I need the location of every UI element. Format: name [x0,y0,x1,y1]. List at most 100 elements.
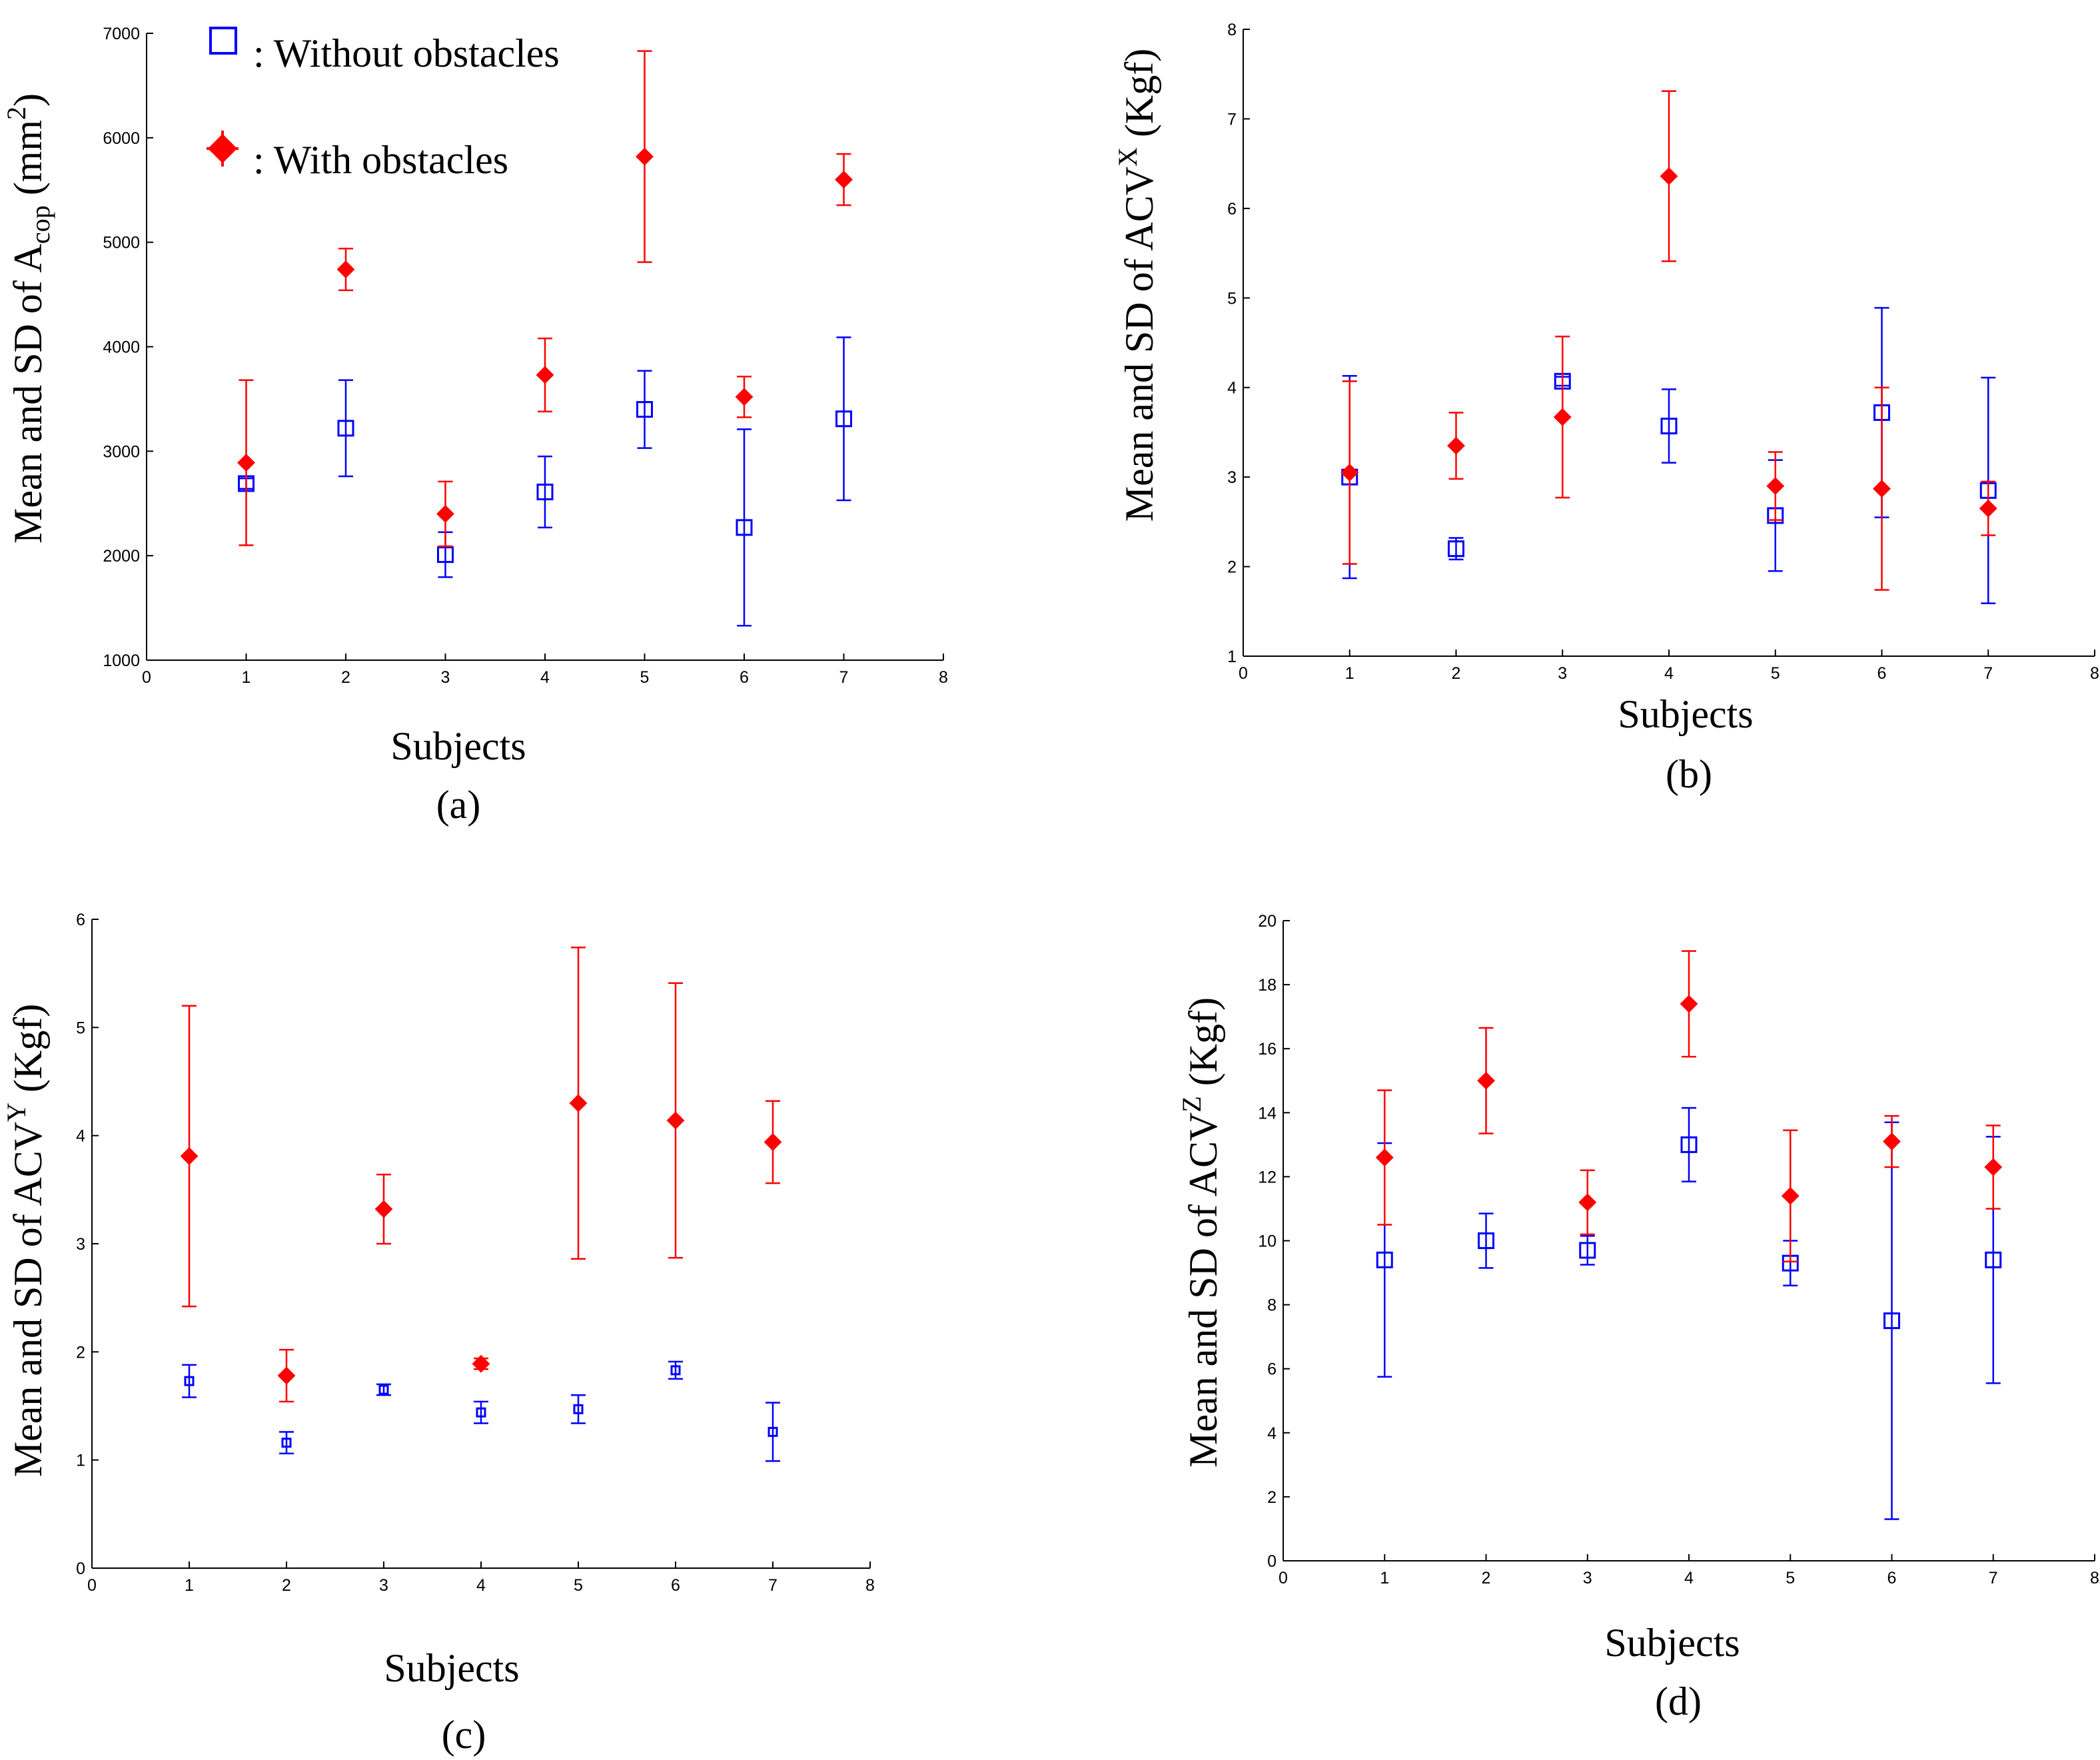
data-point-without-a [536,483,554,500]
data-point-with-d [1375,1148,1394,1166]
x-axis-label-c: Subjects [384,1646,519,1690]
data-point-with-c [666,1111,685,1130]
y-tick-label-b: 7 [1227,110,1237,129]
data-point-with-d [1781,1186,1800,1205]
y-tick-label-d: 8 [1267,1296,1277,1315]
x-tick-label-c: 4 [476,1576,486,1595]
x-tick-label-d: 5 [1786,1569,1795,1587]
x-tick-label-a: 4 [540,668,550,687]
x-tick-label-c: 7 [768,1576,778,1595]
y-tick-label-b: 5 [1227,289,1237,308]
x-tick-label-d: 0 [1279,1569,1288,1587]
legend-diamond-marker [207,131,239,167]
x-tick-label-b: 4 [1664,664,1674,683]
data-point-without-c [476,1407,486,1418]
plot-area-a: 0 1 2 3 4 5 6 7 8 1000 2000 3000 4000 5000 6000 7000 [103,25,948,687]
data-point-without-a [337,420,354,437]
data-point-with-d [1477,1071,1495,1090]
x-tick-label-a: 8 [939,668,948,687]
caption-a: (a) [436,783,481,827]
x-tick-label-b: 1 [1345,664,1354,683]
y-tick-label-b: 3 [1227,468,1237,487]
y-tick-label-b: 1 [1227,648,1237,666]
data-point-without-d [1680,1136,1698,1153]
data-point-without-d [1376,1251,1393,1268]
data-point-with-c [180,1147,199,1165]
data-point-without-a [835,410,852,428]
data-point-with-b [1340,464,1359,482]
x-tick-label-a: 6 [740,668,749,687]
data-point-with-a [336,260,355,278]
data-point-without-c [378,1384,389,1395]
y-tick-label-d: 14 [1258,1104,1277,1122]
y-tick-label-a: 4000 [103,338,140,357]
y-axis-label-a: Mean and SD of Acop (mm2) [1,93,55,544]
x-tick-label-d: 1 [1380,1569,1389,1587]
data-point-with-c [472,1354,490,1373]
y-tick-label-d: 12 [1258,1168,1277,1186]
y-tick-label-d: 10 [1258,1232,1277,1251]
y-tick-label-c: 4 [76,1127,85,1146]
data-point-with-b [1979,499,1997,518]
y-tick-label-c: 1 [76,1452,85,1470]
data-point-with-d [1984,1158,2003,1176]
x-tick-label-c: 2 [282,1576,291,1595]
data-point-without-d [1579,1242,1596,1259]
y-tick-label-b: 4 [1227,379,1237,398]
data-point-without-d [1478,1232,1494,1249]
x-tick-label-a: 0 [142,668,151,687]
data-point-with-d [1578,1193,1597,1212]
data-point-without-a [437,546,454,564]
x-tick-label-d: 6 [1887,1569,1897,1587]
y-tick-label-d: 16 [1258,1040,1277,1059]
y-axis-label-d: Mean and SD of ACVZ (Kgf) [1177,997,1225,1468]
data-point-with-b [1447,436,1465,455]
data-point-with-c [374,1200,393,1218]
data-point-without-d [1883,1312,1900,1330]
legend-without-label: : Without obstacles [253,31,560,75]
x-tick-label-b: 3 [1558,664,1567,683]
x-tick-label-b: 5 [1771,664,1780,683]
y-axis-label-b: Mean and SD of ACVX (Kgf) [1113,49,1161,522]
data-point-without-c [573,1404,584,1414]
y-tick-label-c: 6 [76,911,85,929]
y-tick-label-c: 5 [76,1019,85,1037]
data-point-without-c [184,1376,195,1386]
x-tick-label-a: 3 [441,668,450,687]
y-tick-label-b: 6 [1227,200,1237,219]
y-axis-label-c: Mean and SD of ACVY (Kgf) [1,1004,50,1477]
caption-d: (d) [1655,1679,1702,1723]
y-tick-label-c: 2 [76,1343,85,1362]
x-tick-label-a: 1 [242,668,251,687]
data-point-without-c [670,1365,681,1376]
data-point-with-c [569,1094,588,1112]
x-tick-label-a: 2 [341,668,350,687]
x-tick-label-c: 6 [671,1576,680,1595]
data-point-without-b [1448,540,1464,558]
x-tick-label-d: 7 [1989,1569,1998,1587]
data-point-without-a [736,519,753,536]
y-tick-label-a: 1000 [103,652,140,670]
data-point-without-a [636,401,653,418]
x-tick-label-c: 5 [574,1576,583,1595]
x-axis-label-a: Subjects [390,724,526,768]
data-point-with-a [636,147,654,166]
data-point-with-d [1680,995,1698,1013]
legend-with-label: : With obstacles [253,138,508,182]
y-tick-label-c: 3 [76,1235,85,1254]
y-tick-label-a: 2000 [103,547,140,566]
data-point-with-a [436,505,454,523]
x-axis-label-b: Subjects [1618,692,1753,736]
panel-c: 0 1 2 3 4 5 6 7 8 0 1 2 3 4 5 6 Subjects Mean and SD of… [1,911,875,1757]
data-point-with-a [735,388,754,406]
y-tick-label-a: 5000 [103,234,140,252]
x-tick-label-c: 1 [185,1576,194,1595]
data-point-with-b [1553,408,1572,426]
x-tick-label-b: 6 [1877,664,1887,683]
y-tick-label-b: 8 [1227,21,1237,39]
caption-c: (c) [442,1713,486,1757]
